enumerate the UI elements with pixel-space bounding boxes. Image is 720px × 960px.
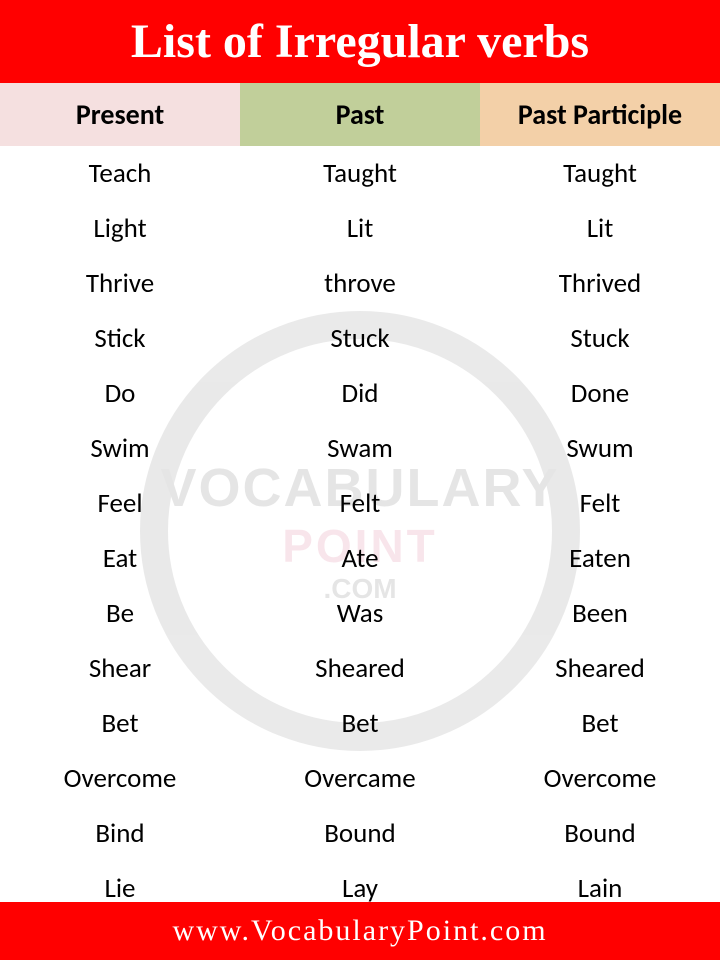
table-row: EatAteEaten (0, 531, 720, 586)
table-row: DoDidDone (0, 366, 720, 421)
cell-past: Did (240, 366, 480, 421)
cell-pp: Taught (480, 146, 720, 201)
cell-present: Thrive (0, 256, 240, 311)
cell-present: Be (0, 586, 240, 641)
table-row: BindBoundBound (0, 806, 720, 861)
cell-present: Lie (0, 861, 240, 916)
cell-present: Do (0, 366, 240, 421)
cell-pp: Done (480, 366, 720, 421)
table-row: LightLitLit (0, 201, 720, 256)
cell-present: Eat (0, 531, 240, 586)
cell-past: throve (240, 256, 480, 311)
cell-pp: Stuck (480, 311, 720, 366)
table-body: VOCABULARY POINT .COM TeachTaughtTaughtL… (0, 146, 720, 916)
cell-present: Feel (0, 476, 240, 531)
col-header-pp: Past Participle (480, 83, 720, 146)
table-row: FeelFeltFelt (0, 476, 720, 531)
cell-past: Ate (240, 531, 480, 586)
table-row: StickStuckStuck (0, 311, 720, 366)
cell-present: Bind (0, 806, 240, 861)
cell-present: Teach (0, 146, 240, 201)
cell-pp: Thrived (480, 256, 720, 311)
cell-past: Taught (240, 146, 480, 201)
table-row: BetBetBet (0, 696, 720, 751)
cell-pp: Lit (480, 201, 720, 256)
table-row: ThrivethroveThrived (0, 256, 720, 311)
page-title: List of Irregular verbs (0, 0, 720, 83)
cell-past: Bet (240, 696, 480, 751)
rows-container: TeachTaughtTaughtLightLitLitThrivethrove… (0, 146, 720, 916)
col-header-past: Past (240, 83, 480, 146)
cell-past: Overcame (240, 751, 480, 806)
cell-past: Sheared (240, 641, 480, 696)
cell-present: Light (0, 201, 240, 256)
cell-past: Stuck (240, 311, 480, 366)
cell-pp: Eaten (480, 531, 720, 586)
cell-pp: Lain (480, 861, 720, 916)
cell-past: Bound (240, 806, 480, 861)
cell-present: Stick (0, 311, 240, 366)
cell-present: Bet (0, 696, 240, 751)
table-row: LieLayLain (0, 861, 720, 916)
cell-pp: Bet (480, 696, 720, 751)
cell-pp: Sheared (480, 641, 720, 696)
cell-pp: Swum (480, 421, 720, 476)
cell-present: Shear (0, 641, 240, 696)
cell-pp: Felt (480, 476, 720, 531)
table-row: SwimSwamSwum (0, 421, 720, 476)
cell-pp: Been (480, 586, 720, 641)
cell-present: Overcome (0, 751, 240, 806)
table-row: OvercomeOvercameOvercome (0, 751, 720, 806)
cell-present: Swim (0, 421, 240, 476)
cell-past: Was (240, 586, 480, 641)
cell-past: Lit (240, 201, 480, 256)
cell-past: Swam (240, 421, 480, 476)
table-row: BeWasBeen (0, 586, 720, 641)
cell-past: Lay (240, 861, 480, 916)
column-headers-row: Present Past Past Participle (0, 83, 720, 146)
cell-pp: Bound (480, 806, 720, 861)
col-header-present: Present (0, 83, 240, 146)
table-row: ShearShearedSheared (0, 641, 720, 696)
cell-past: Felt (240, 476, 480, 531)
cell-pp: Overcome (480, 751, 720, 806)
table-row: TeachTaughtTaught (0, 146, 720, 201)
